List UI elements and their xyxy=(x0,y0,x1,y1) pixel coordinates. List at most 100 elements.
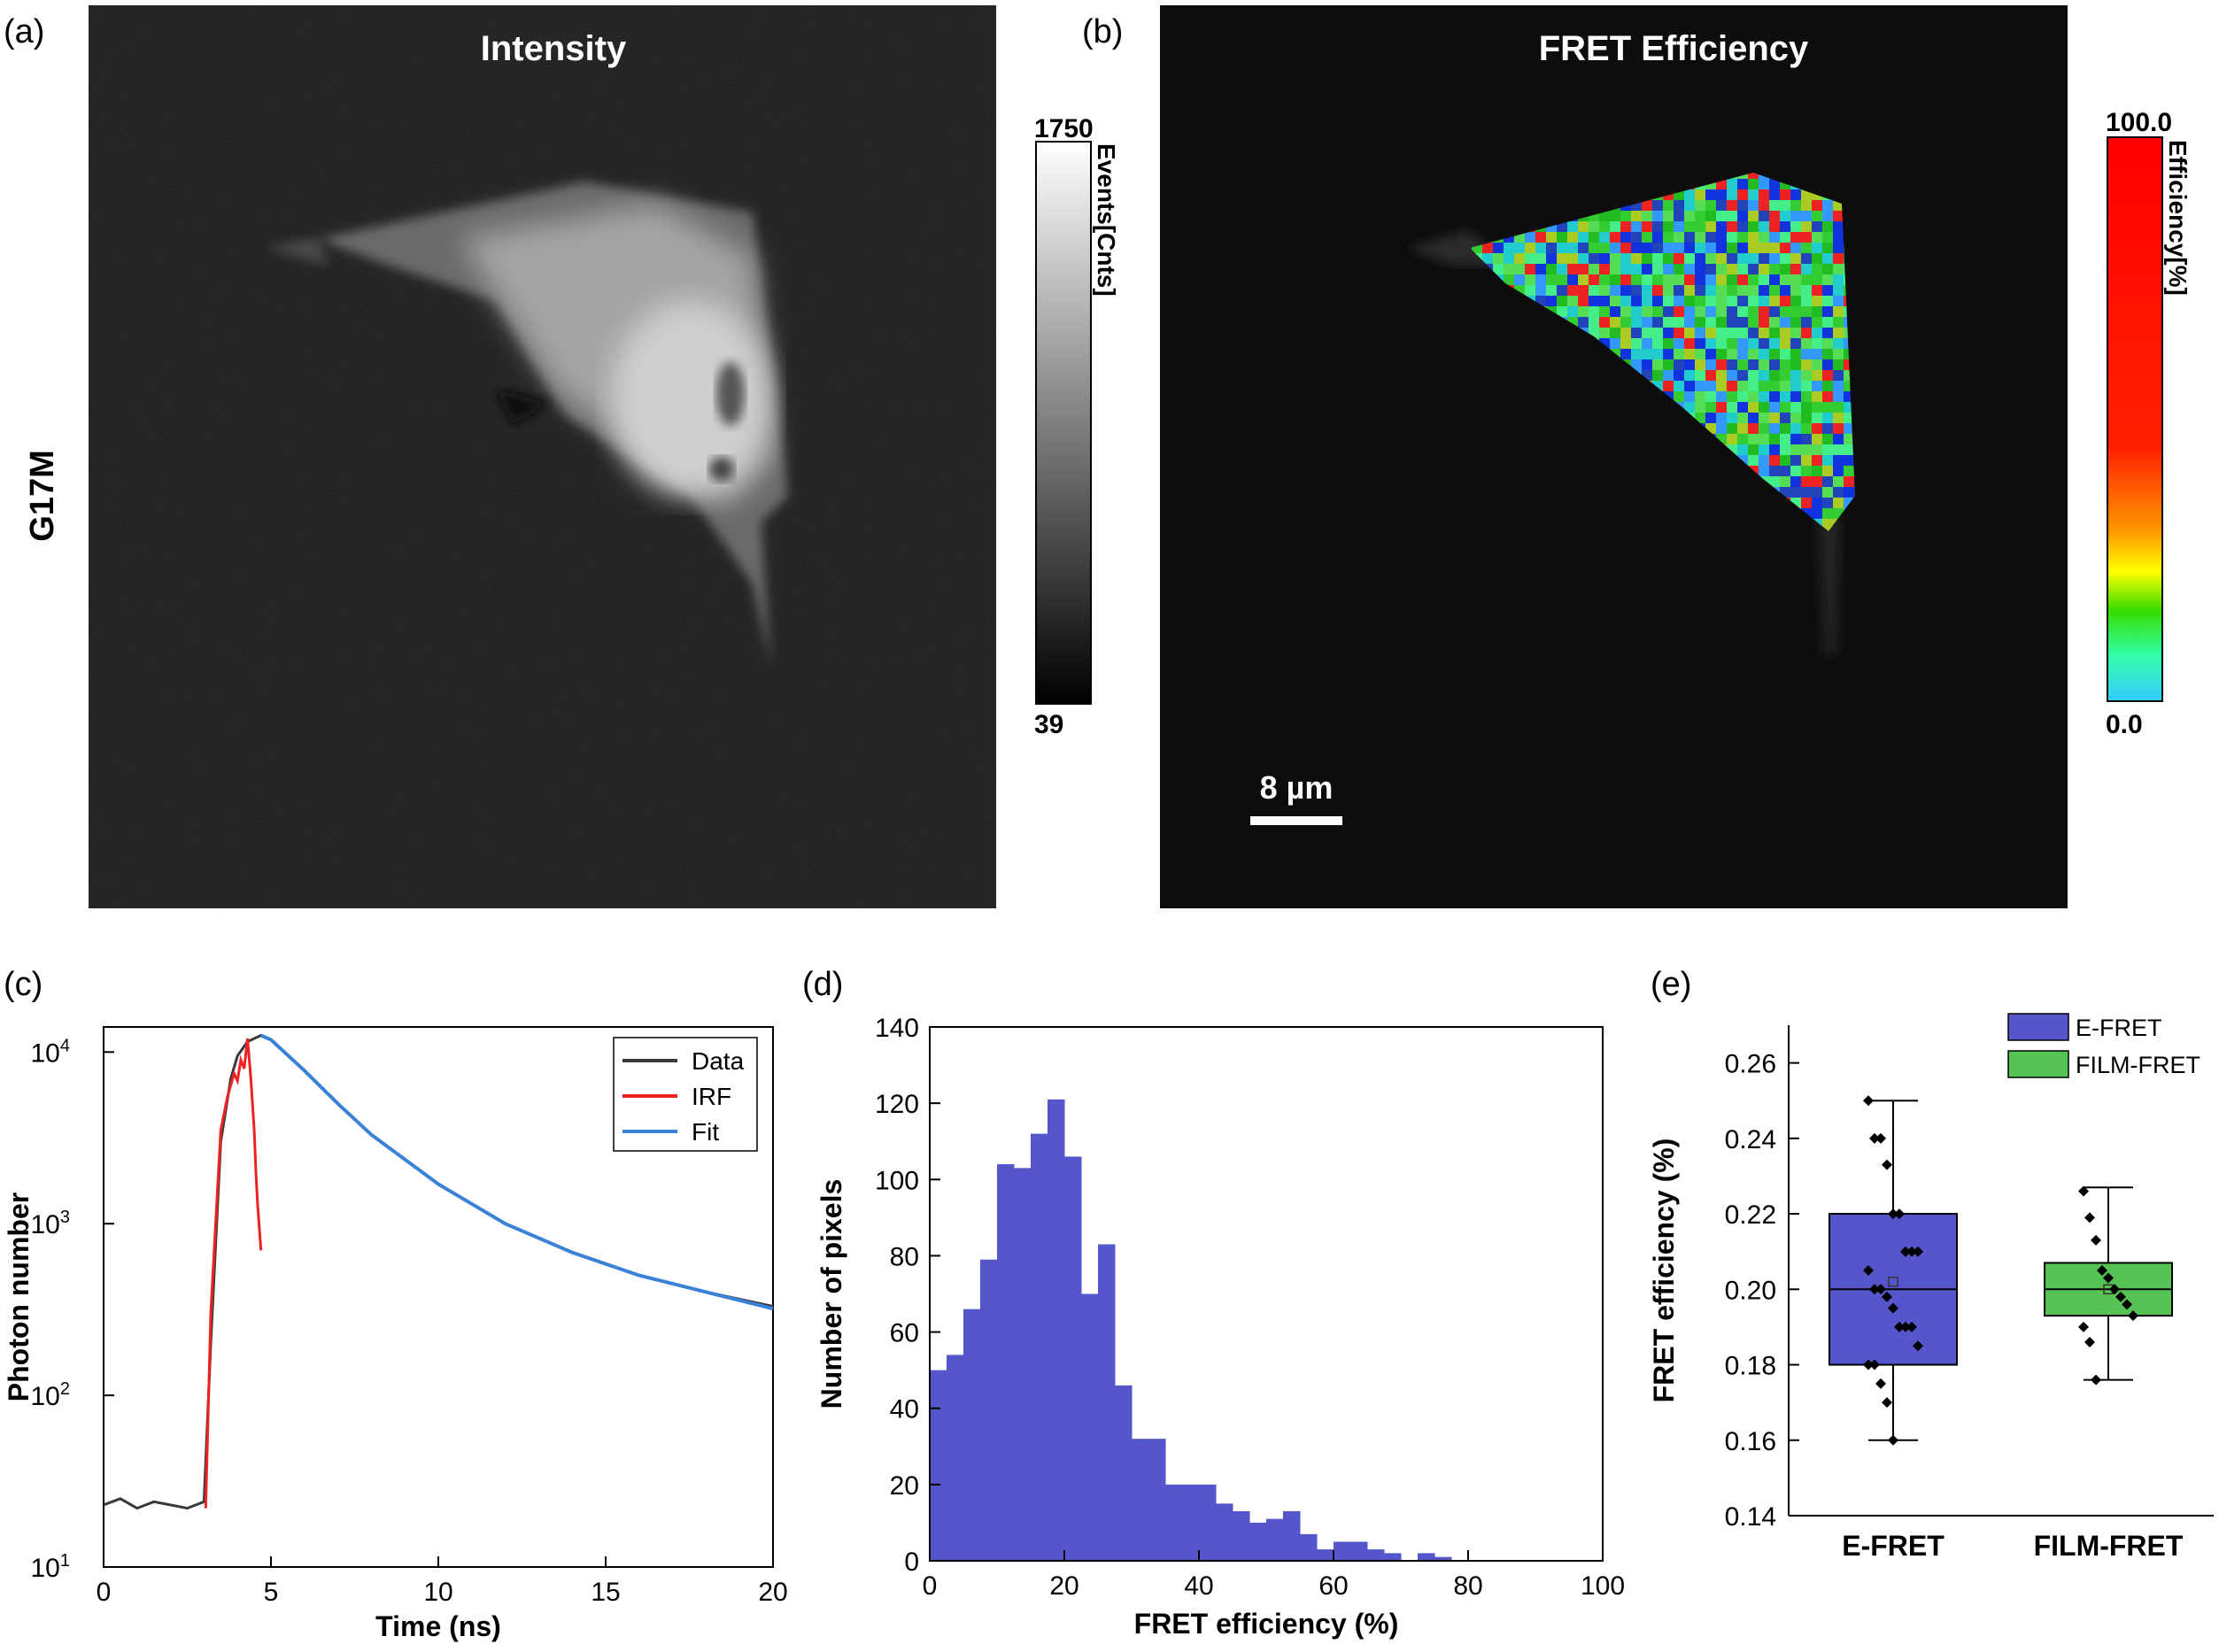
fret-pixel xyxy=(1790,200,1801,211)
data-point xyxy=(1875,1284,1886,1295)
fret-pixel xyxy=(1780,476,1790,487)
fret-pixel xyxy=(1482,253,1493,264)
fret-pixel xyxy=(1759,211,1769,221)
data-point xyxy=(2097,1265,2107,1276)
fret-pixel xyxy=(1737,232,1748,243)
fret-pixel xyxy=(1844,444,1854,455)
histogram-bar xyxy=(1434,1556,1452,1561)
histogram-bar xyxy=(1334,1541,1351,1561)
fret-title: FRET Efficiency xyxy=(1539,29,1809,68)
fret-pixel xyxy=(1652,211,1663,221)
fret-pixel xyxy=(1748,423,1759,434)
fret-pixel xyxy=(1822,423,1833,434)
fret-pixel xyxy=(1759,274,1769,285)
y-axis-label: FRET efficiency (%) xyxy=(1648,1139,1680,1403)
fret-pixel xyxy=(1822,317,1833,328)
plot-frame xyxy=(929,1026,1604,1562)
fret-pixel xyxy=(1716,200,1727,211)
fret-pixel xyxy=(1833,243,1844,253)
fret-pixel xyxy=(1525,253,1535,264)
fret-pixel xyxy=(1674,221,1684,232)
fret-pixel xyxy=(1674,338,1684,349)
fret-pixel xyxy=(1610,253,1620,264)
fret-pixel xyxy=(1674,274,1684,285)
fret-pixel xyxy=(1727,434,1737,444)
panel-b: (b) FRET Efficiency 8 µm 100.0 0.0 Effic… xyxy=(1082,5,2192,908)
fret-pixel xyxy=(1663,232,1674,243)
fret-pixel xyxy=(1567,253,1578,264)
fret-pixel xyxy=(1844,476,1854,487)
fret-pixel xyxy=(1674,317,1684,328)
scalebar xyxy=(1250,816,1342,825)
fret-pixel xyxy=(1780,296,1790,306)
fret-pixel xyxy=(1748,200,1759,211)
fret-pixel xyxy=(1812,221,1822,232)
fret-pixel xyxy=(1716,413,1727,423)
fret-pixel xyxy=(1822,328,1833,338)
fret-pixel xyxy=(1769,476,1780,487)
panel-a-label: (a) xyxy=(4,13,44,50)
fret-pixel xyxy=(1844,466,1854,476)
fret-pixel xyxy=(1727,200,1737,211)
fret-pixel xyxy=(1737,370,1748,381)
fret-pixel xyxy=(1822,274,1833,285)
fret-pixel xyxy=(1705,264,1716,274)
fret-pixel xyxy=(1833,253,1844,264)
fret-pixel xyxy=(1695,253,1705,264)
fret-pixel xyxy=(1642,306,1652,317)
histogram-bar xyxy=(1014,1168,1032,1561)
fret-pixel xyxy=(1759,179,1769,189)
fret-pixel xyxy=(1780,359,1790,370)
fret-pixel xyxy=(1790,306,1801,317)
fret-pixel xyxy=(1801,274,1812,285)
fret-pixel xyxy=(1642,221,1652,232)
fret-pixel xyxy=(1812,391,1822,402)
fret-pixel xyxy=(1769,296,1780,306)
histogram-bar xyxy=(1249,1522,1267,1561)
fret-pixel xyxy=(1822,306,1833,317)
fret-pixel xyxy=(1684,211,1695,221)
histogram-bar xyxy=(1367,1549,1385,1561)
fret-pixel xyxy=(1620,349,1631,359)
fret-pixel xyxy=(1812,296,1822,306)
histogram-bar xyxy=(1283,1511,1301,1561)
fret-pixel xyxy=(1727,402,1737,413)
fret-pixel xyxy=(1610,285,1620,296)
fret-pixel xyxy=(1727,328,1737,338)
fret-pixel xyxy=(1812,349,1822,359)
fret-pixel xyxy=(1790,338,1801,349)
fret-pixel xyxy=(1854,487,1855,498)
data-point xyxy=(1875,1378,1886,1389)
fret-pixel xyxy=(1610,296,1620,306)
fret-pixel xyxy=(1801,434,1812,444)
fret-pixel xyxy=(1716,232,1727,243)
panel-e-label: (e) xyxy=(1651,966,1691,1003)
fret-pixel xyxy=(1780,434,1790,444)
y-tick-label: 0.18 xyxy=(1725,1352,1776,1381)
fret-pixel xyxy=(1790,211,1801,221)
histogram-bar xyxy=(1418,1553,1435,1561)
fret-pixel xyxy=(1759,296,1769,306)
efficiency-colorbar-min: 0.0 xyxy=(2106,710,2143,739)
fret-pixel xyxy=(1652,264,1663,274)
y-tick-label: 104 xyxy=(31,1036,71,1068)
fret-pixel xyxy=(1727,296,1737,306)
fret-pixel xyxy=(1674,296,1684,306)
fret-pixel xyxy=(1780,189,1790,200)
fret-pixel xyxy=(1578,221,1589,232)
fret-pixel xyxy=(1504,274,1514,285)
fret-pixel xyxy=(1599,243,1610,253)
y-tick-label: 102 xyxy=(31,1379,71,1411)
fret-pixel xyxy=(1812,328,1822,338)
fret-pixel xyxy=(1695,402,1705,413)
fret-pixel xyxy=(1684,274,1695,285)
fret-pixel xyxy=(1737,413,1748,423)
fret-pixel xyxy=(1790,232,1801,243)
legend-label: Data xyxy=(692,1047,745,1075)
fret-pixel xyxy=(1833,498,1844,508)
histogram-bar xyxy=(997,1164,1015,1561)
fret-pixel xyxy=(1610,317,1620,328)
fret-pixel xyxy=(1652,370,1663,381)
intensity-colorbar-label: Events[Cnts] xyxy=(1093,143,1120,297)
fret-pixel xyxy=(1833,285,1844,296)
